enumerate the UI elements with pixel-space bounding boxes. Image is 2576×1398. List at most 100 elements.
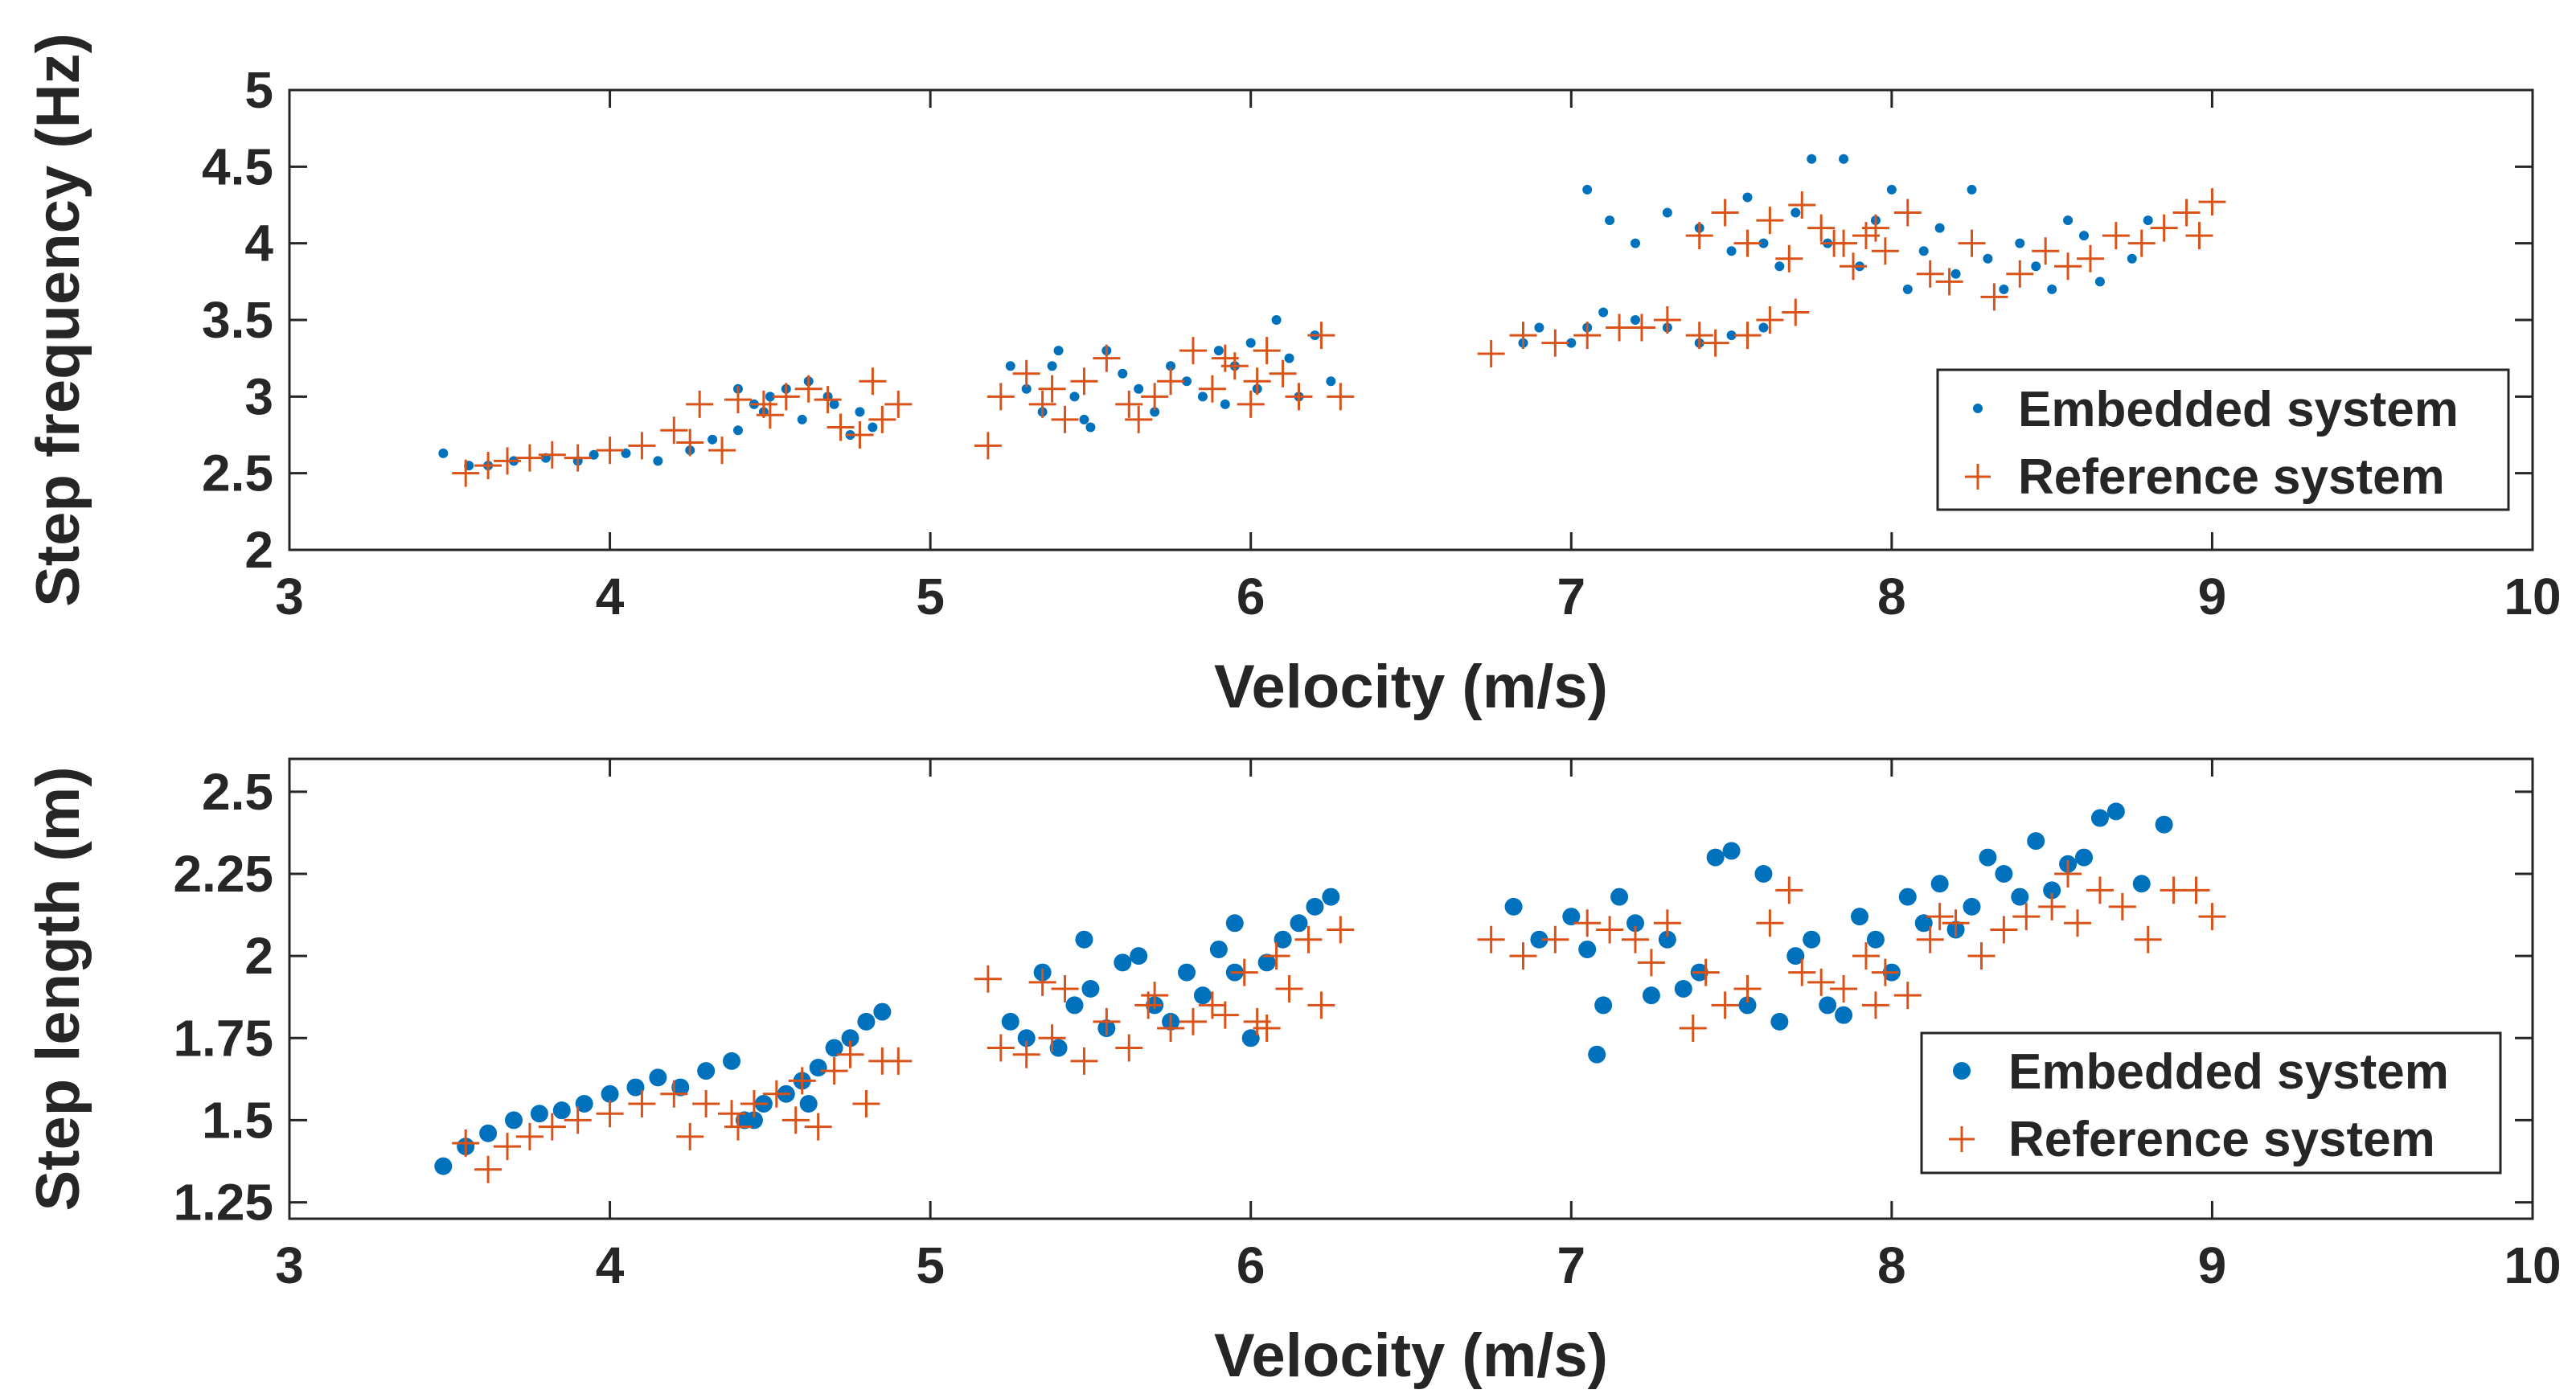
reference-system-point bbox=[538, 1113, 566, 1141]
y-tick-label: 3.5 bbox=[202, 291, 273, 349]
embedded-system-point bbox=[1774, 261, 1785, 272]
reference-system-point bbox=[474, 1155, 502, 1183]
embedded-system-point bbox=[1150, 407, 1160, 417]
reference-system-point bbox=[564, 1106, 592, 1134]
embedded-system-point bbox=[552, 1101, 571, 1120]
embedded-system-point bbox=[1114, 953, 1132, 972]
reference-system-point bbox=[1733, 322, 1762, 350]
reference-system-point bbox=[987, 383, 1015, 411]
reference-system-point bbox=[1775, 244, 1803, 273]
embedded-system-point bbox=[1995, 865, 2013, 883]
reference-system-point bbox=[474, 452, 502, 480]
embedded-system-point bbox=[601, 1084, 619, 1103]
embedded-system-point bbox=[2027, 832, 2045, 851]
reference-system-point bbox=[1070, 1047, 1098, 1075]
embedded-system-point bbox=[2127, 253, 2137, 264]
embedded-system-point bbox=[1274, 930, 1292, 949]
embedded-system-point bbox=[841, 1029, 859, 1047]
axis-ticks: 3 4 5 6 7 8 9 10 1.25 1.5 1.75 2 2.25 2.5 bbox=[173, 759, 2562, 1294]
reference-system-point bbox=[2182, 876, 2210, 904]
reference-system-point bbox=[692, 1090, 720, 1117]
embedded-system-point bbox=[1983, 253, 1993, 264]
reference-system-point bbox=[452, 1129, 480, 1158]
reference-system-point bbox=[724, 386, 752, 414]
reference-system-point bbox=[1141, 383, 1169, 411]
reference-system-point bbox=[974, 432, 1002, 460]
embedded-system-point bbox=[1722, 842, 1741, 860]
embedded-system-point bbox=[733, 425, 743, 436]
reference-system-point bbox=[2012, 903, 2041, 931]
reference-system-point bbox=[494, 447, 522, 475]
embedded-system-point bbox=[2079, 231, 2089, 241]
reference-system-point bbox=[2134, 925, 2162, 953]
y-tick-label: 1.25 bbox=[173, 1174, 273, 1232]
embedded-system-point bbox=[2143, 215, 2153, 226]
embedded-system-point bbox=[1322, 888, 1340, 906]
embedded-system-point bbox=[1021, 383, 1032, 394]
embedded-system-point bbox=[809, 1059, 827, 1077]
reference-system-point bbox=[1275, 975, 1303, 1002]
reference-system-point bbox=[814, 386, 842, 414]
legend-marker-reference bbox=[1965, 464, 1991, 490]
x-tick-label: 3 bbox=[275, 568, 304, 625]
embedded-system-point bbox=[530, 1105, 548, 1123]
reference-system-point bbox=[1157, 367, 1185, 396]
embedded-system-point bbox=[1950, 269, 1961, 279]
reference-system-point bbox=[1093, 1007, 1121, 1035]
step-frequency-panel: 3 4 5 6 7 8 9 10 2 2.5 3 3.5 4 4.5 5 Velocity (m/s) St… bbox=[24, 33, 2562, 721]
y-tick-label: 2.5 bbox=[202, 763, 273, 821]
embedded-system-point bbox=[1134, 383, 1144, 394]
y-tick-label: 2 bbox=[244, 927, 273, 985]
embedded-system-point bbox=[1271, 315, 1282, 325]
embedded-system-point bbox=[1626, 914, 1644, 933]
legend-box bbox=[1920, 1031, 2502, 1175]
embedded-system-point bbox=[1706, 848, 1725, 867]
embedded-system-point bbox=[2132, 875, 2151, 893]
reference-system-point bbox=[1541, 329, 1569, 357]
reference-system-point bbox=[749, 390, 777, 418]
embedded-system-point bbox=[2075, 848, 2093, 867]
reference-system-point bbox=[1871, 237, 1899, 265]
reference-system-point bbox=[1893, 982, 1922, 1010]
reference-system-point bbox=[836, 1040, 864, 1068]
reference-system-point bbox=[1756, 306, 1784, 334]
y-tick-label: 1.5 bbox=[202, 1091, 273, 1149]
embedded-system-point bbox=[1786, 947, 1805, 965]
x-tick-label: 5 bbox=[916, 1236, 945, 1294]
reference-system-point bbox=[1230, 958, 1258, 986]
reference-system-point bbox=[2198, 903, 2226, 931]
x-tick-label: 4 bbox=[596, 1236, 625, 1294]
reference-system-point bbox=[1262, 942, 1290, 970]
embedded-system-point bbox=[1979, 848, 1997, 867]
y-tick-label: 4 bbox=[244, 215, 273, 273]
reference-system-point bbox=[1782, 298, 1810, 326]
reference-system-point bbox=[2108, 892, 2136, 920]
legend-label-embedded: Embedded system bbox=[2008, 1044, 2449, 1100]
embedded-system-point bbox=[868, 422, 878, 433]
embedded-system-point bbox=[829, 399, 839, 409]
reference-system-point bbox=[1653, 306, 1681, 334]
reference-system-point bbox=[1916, 925, 1944, 953]
reference-system-point bbox=[2185, 222, 2213, 250]
reference-system-point bbox=[1990, 916, 2018, 944]
reference-system-point bbox=[1852, 942, 1880, 970]
embedded-system-point bbox=[1930, 875, 1949, 893]
embedded-system-point bbox=[2043, 881, 2061, 900]
reference-system-point bbox=[538, 441, 566, 469]
reference-system-point bbox=[2054, 860, 2082, 888]
embedded-system-point bbox=[671, 1078, 690, 1097]
embedded-system-point bbox=[697, 1062, 716, 1080]
x-tick-label: 10 bbox=[2504, 568, 2561, 625]
embedded-system-point bbox=[744, 1111, 763, 1129]
reference-system-point bbox=[1220, 352, 1249, 380]
embedded-system-point bbox=[2063, 215, 2074, 226]
embedded-system-point bbox=[1742, 192, 1753, 203]
y-tick-label: 3 bbox=[244, 367, 273, 425]
reference-system-point bbox=[1237, 390, 1265, 418]
reference-system-point bbox=[1871, 958, 1899, 986]
reference-system-point bbox=[1679, 1015, 1707, 1043]
embedded-system-point bbox=[1534, 322, 1544, 333]
reference-system-point bbox=[794, 375, 822, 403]
reference-system-point bbox=[827, 413, 855, 441]
legend: Embedded system Reference system bbox=[1936, 368, 2510, 511]
